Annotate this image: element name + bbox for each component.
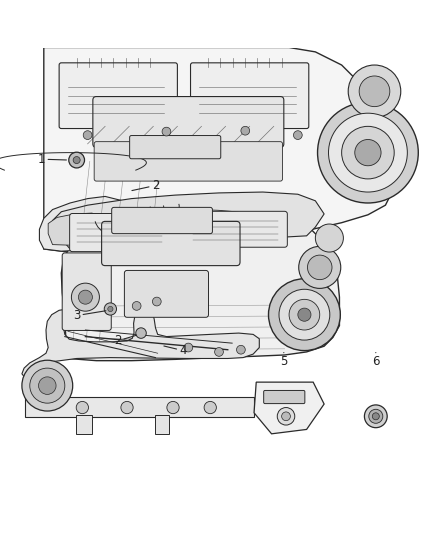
Circle shape — [372, 413, 379, 420]
FancyBboxPatch shape — [25, 397, 254, 417]
Circle shape — [282, 412, 290, 421]
Polygon shape — [254, 382, 324, 434]
FancyBboxPatch shape — [94, 142, 283, 181]
Circle shape — [104, 303, 117, 315]
Polygon shape — [44, 47, 394, 253]
Circle shape — [277, 408, 295, 425]
Text: 4: 4 — [164, 344, 187, 357]
Polygon shape — [61, 209, 339, 361]
Circle shape — [307, 255, 332, 280]
Circle shape — [71, 283, 99, 311]
Circle shape — [184, 343, 193, 352]
Circle shape — [289, 300, 320, 330]
FancyBboxPatch shape — [70, 214, 171, 252]
Circle shape — [121, 401, 133, 414]
Circle shape — [78, 290, 92, 304]
FancyBboxPatch shape — [130, 135, 221, 159]
Circle shape — [76, 401, 88, 414]
Text: 6: 6 — [372, 352, 380, 368]
Circle shape — [328, 113, 407, 192]
Circle shape — [83, 131, 92, 140]
Text: 5: 5 — [280, 352, 287, 368]
Circle shape — [348, 65, 401, 118]
Polygon shape — [48, 213, 110, 246]
Circle shape — [237, 345, 245, 354]
Text: 3: 3 — [73, 309, 106, 322]
Polygon shape — [22, 310, 259, 378]
Circle shape — [342, 126, 394, 179]
FancyBboxPatch shape — [191, 63, 309, 128]
FancyBboxPatch shape — [264, 391, 305, 403]
Circle shape — [136, 328, 146, 338]
Circle shape — [105, 306, 114, 314]
FancyBboxPatch shape — [112, 207, 212, 233]
Circle shape — [298, 308, 311, 321]
Circle shape — [293, 131, 302, 140]
FancyBboxPatch shape — [124, 270, 208, 317]
Circle shape — [299, 246, 341, 288]
Circle shape — [364, 405, 387, 427]
Text: 2: 2 — [113, 335, 137, 348]
Text: 1: 1 — [38, 152, 67, 166]
Circle shape — [279, 289, 330, 340]
FancyBboxPatch shape — [102, 221, 240, 265]
Circle shape — [241, 126, 250, 135]
FancyBboxPatch shape — [155, 415, 169, 434]
Circle shape — [22, 360, 73, 411]
Circle shape — [69, 152, 85, 168]
Circle shape — [108, 306, 113, 312]
Circle shape — [355, 140, 381, 166]
Circle shape — [268, 279, 340, 351]
FancyBboxPatch shape — [186, 211, 287, 247]
Circle shape — [215, 348, 223, 356]
FancyBboxPatch shape — [76, 415, 92, 434]
Circle shape — [39, 377, 56, 394]
Circle shape — [73, 157, 80, 164]
FancyBboxPatch shape — [59, 63, 177, 128]
Circle shape — [162, 127, 171, 136]
FancyBboxPatch shape — [93, 96, 284, 147]
Circle shape — [369, 409, 383, 423]
Circle shape — [30, 368, 65, 403]
FancyBboxPatch shape — [62, 253, 111, 330]
Circle shape — [152, 297, 161, 306]
Circle shape — [204, 401, 216, 414]
Circle shape — [132, 302, 141, 310]
Circle shape — [315, 224, 343, 252]
Polygon shape — [39, 197, 131, 251]
Circle shape — [318, 102, 418, 203]
Polygon shape — [53, 192, 324, 249]
Circle shape — [359, 76, 390, 107]
Text: 2: 2 — [132, 179, 159, 192]
Circle shape — [167, 401, 179, 414]
